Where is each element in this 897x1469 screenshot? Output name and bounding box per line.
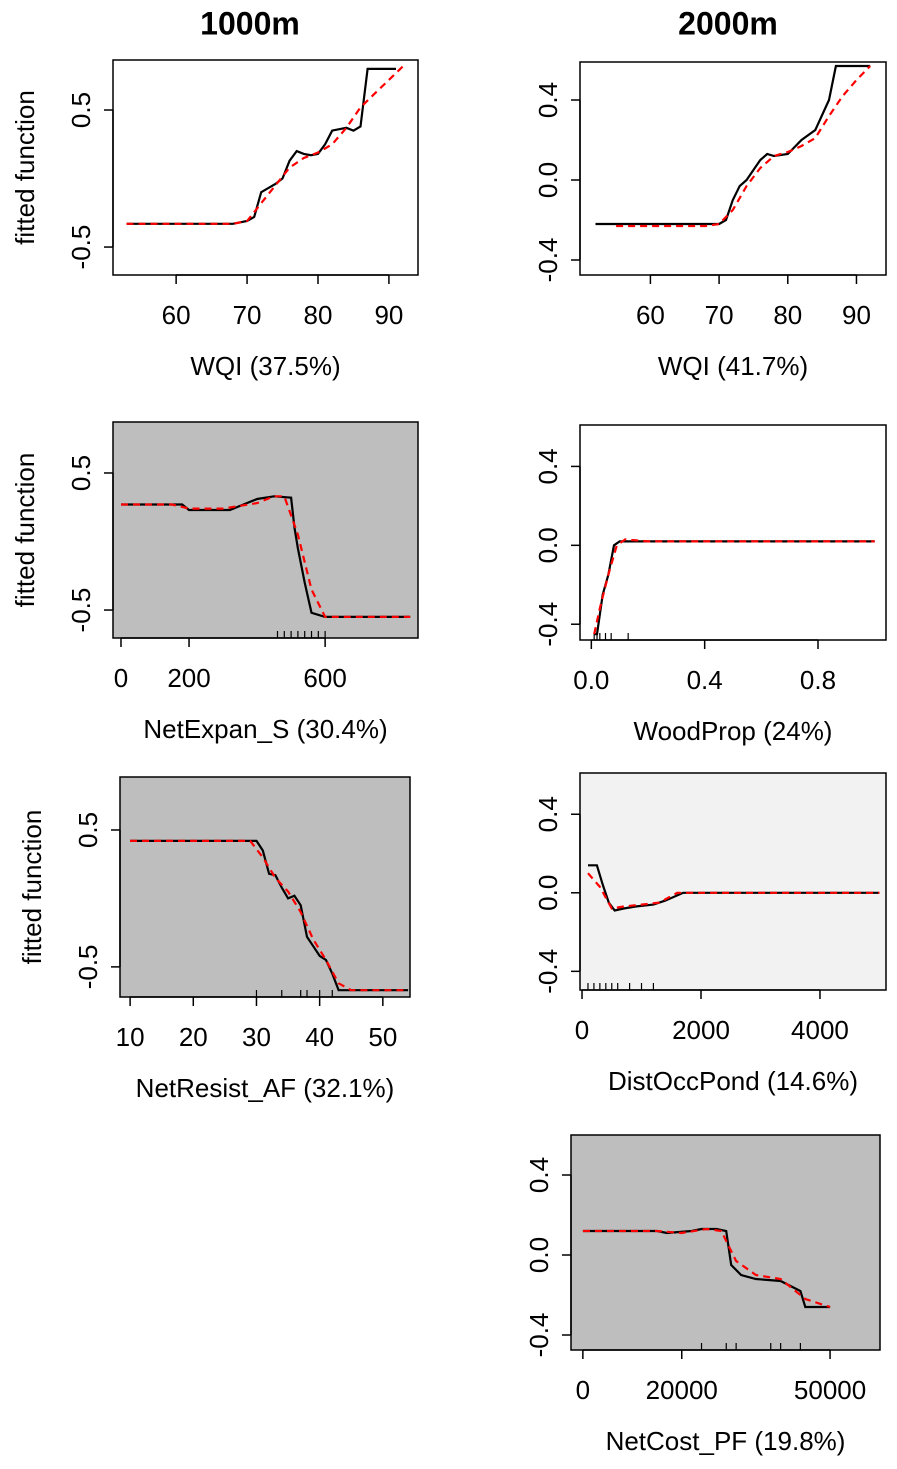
plot-frame	[119, 776, 411, 998]
x-tick-label: 90	[374, 300, 403, 330]
y-axis-label: fitted function	[10, 453, 40, 608]
x-tick-label: 4000	[791, 1015, 849, 1045]
x-axis-label: WQI (41.7%)	[658, 351, 808, 381]
x-tick-label: 200	[167, 663, 210, 693]
fitted-line	[582, 1227, 831, 1309]
fitted-line	[595, 64, 871, 226]
y-tick-label: 0.5	[66, 92, 96, 128]
x-tick-label: 80	[773, 300, 802, 330]
x-tick-label: 20	[179, 1022, 208, 1052]
y-tick-label: 0.4	[533, 796, 563, 832]
y-tick-label: 0.0	[533, 875, 563, 911]
x-tick-label: 50000	[794, 1375, 866, 1405]
x-tick-label: 30	[242, 1022, 271, 1052]
fitted-line	[121, 495, 411, 618]
y-axis-label: fitted function	[17, 810, 47, 965]
x-tick-label: 0.4	[687, 665, 723, 695]
plot-frame	[112, 59, 419, 276]
fitted-line	[587, 872, 880, 910]
y-tick-label: -0.5	[66, 588, 96, 633]
y-tick-label: 0.5	[66, 455, 96, 491]
x-axis-label: WQI (37.5%)	[190, 351, 340, 381]
x-tick-label: 50	[368, 1022, 397, 1052]
plot-frame	[570, 1134, 881, 1351]
y-tick-label: -0.5	[73, 944, 103, 989]
plot-background	[580, 773, 886, 990]
x-axis-label: DistOccPond (14.6%)	[608, 1066, 858, 1096]
fitted-line	[616, 65, 871, 228]
y-axis-label: fitted function	[10, 90, 40, 245]
plot-background	[120, 777, 410, 997]
x-tick-label: 20000	[646, 1375, 718, 1405]
plot-frame	[579, 424, 887, 641]
y-tick-label: 0.5	[73, 812, 103, 848]
plot-background	[580, 62, 886, 275]
y-tick-label: 0.4	[533, 448, 563, 484]
x-tick-label: 80	[304, 300, 333, 330]
x-tick-label: 0	[576, 1375, 590, 1405]
plot-background	[113, 422, 418, 638]
fitted-line	[126, 65, 404, 225]
y-tick-label: -0.5	[66, 225, 96, 270]
y-tick-label: -0.4	[533, 949, 563, 994]
y-tick-label: -0.4	[524, 1313, 554, 1358]
x-tick-label: 600	[303, 663, 346, 693]
plot-background	[113, 60, 418, 275]
x-tick-label: 60	[162, 300, 191, 330]
x-axis-label: NetResist_AF (32.1%)	[136, 1073, 395, 1103]
x-tick-label: 70	[233, 300, 262, 330]
plot-background	[571, 1135, 880, 1350]
plot-frame	[112, 421, 419, 639]
column-title: 2000m	[678, 5, 778, 41]
x-tick-label: 70	[705, 300, 734, 330]
x-axis-label: NetCost_PF (19.8%)	[606, 1426, 846, 1456]
fitted-line	[121, 495, 411, 618]
y-tick-label: -0.4	[533, 238, 563, 283]
x-tick-label: 0.8	[800, 665, 836, 695]
y-tick-label: 0.4	[524, 1157, 554, 1193]
y-tick-label: 0.4	[533, 82, 563, 118]
x-tick-label: 0.0	[573, 665, 609, 695]
plot-frame	[579, 772, 887, 991]
x-tick-label: 60	[636, 300, 665, 330]
x-axis-label: WoodProp (24%)	[634, 716, 833, 746]
y-tick-label: 0.0	[533, 162, 563, 198]
x-tick-label: 0	[114, 663, 128, 693]
y-tick-label: 0.0	[524, 1237, 554, 1273]
x-tick-label: 40	[305, 1022, 334, 1052]
fitted-line	[588, 864, 880, 912]
fitted-line	[130, 839, 409, 992]
x-tick-label: 90	[842, 300, 871, 330]
plot-background	[580, 425, 886, 640]
y-tick-label: 0.0	[533, 527, 563, 563]
x-tick-label: 0	[575, 1015, 589, 1045]
column-title: 1000m	[200, 5, 300, 41]
x-axis-label: NetExpan_S (30.4%)	[143, 714, 387, 744]
x-tick-label: 10	[116, 1022, 145, 1052]
plot-frame	[579, 61, 887, 276]
x-tick-label: 2000	[672, 1015, 730, 1045]
y-tick-label: -0.4	[533, 602, 563, 647]
fitted-line	[593, 538, 875, 635]
